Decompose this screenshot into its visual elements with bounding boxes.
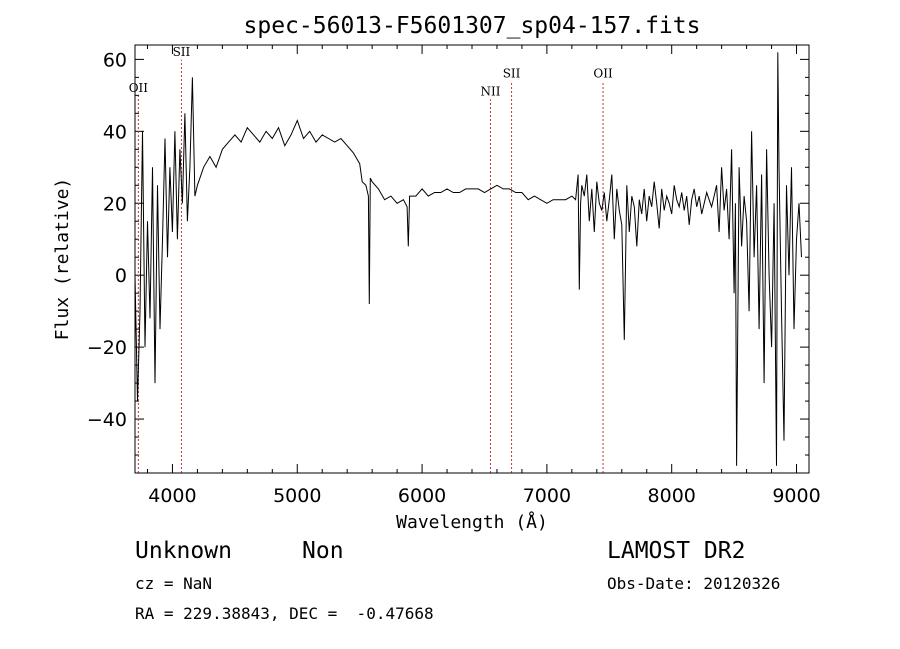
object-subclass: Non (302, 538, 344, 564)
chart-title: spec-56013-F5601307_sp04-157.fits (244, 13, 701, 39)
y-tick-label: 60 (103, 49, 127, 71)
y-tick-label: 0 (115, 265, 127, 287)
y-axis-label: Flux (relative) (52, 178, 73, 341)
x-tick-label: 4000 (148, 485, 196, 507)
x-tick-label: 5000 (273, 485, 321, 507)
emission-line-label: SII (503, 66, 521, 80)
emission-line-label: OII (129, 81, 149, 95)
y-tick-label: 20 (103, 193, 127, 215)
y-tick-label: −40 (87, 409, 127, 431)
sky-coordinates: RA = 229.38843, DEC = -0.47668 (135, 604, 434, 623)
object-class: Unknown (135, 538, 232, 564)
plot-frame (134, 44, 810, 474)
redshift-cz: cz = NaN (135, 574, 213, 593)
emission-line-label: NII (480, 84, 500, 98)
x-tick-label: 7000 (523, 485, 571, 507)
axis-ticks: 4000 5000 6000 7000 8000 9000 −40 −20 0 20 40 60 (87, 45, 821, 507)
x-tick-label: 6000 (398, 485, 446, 507)
x-tick-label: 9000 (772, 485, 820, 507)
x-tick-label: 8000 (648, 485, 696, 507)
emission-line-label: SII (173, 45, 191, 59)
y-tick-label: −20 (87, 337, 127, 359)
spectrum-series-line (134, 52, 802, 466)
x-axis-label: Wavelength (Å) (396, 511, 548, 533)
observation-date: Obs-Date: 20120326 (607, 574, 781, 593)
survey-name: LAMOST DR2 (607, 538, 746, 564)
emission-line-label: OII (593, 66, 613, 80)
y-tick-label: 40 (103, 121, 127, 143)
